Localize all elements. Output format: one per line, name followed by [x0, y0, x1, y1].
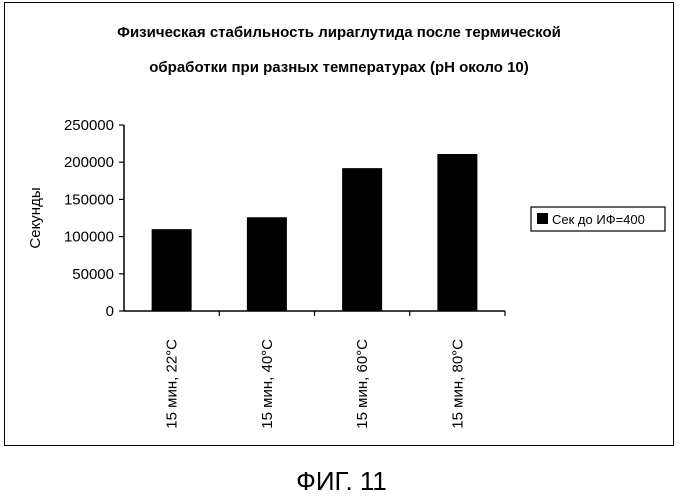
legend-label: Сек до ИФ=400 — [552, 212, 645, 227]
figure-caption: ФИГ. 11 — [0, 466, 683, 497]
y-tick-label: 150000 — [64, 191, 114, 208]
bar — [152, 229, 192, 311]
x-tick-label: 15 мин, 22°C — [164, 339, 181, 429]
bar — [437, 154, 477, 311]
x-tick-label: 15 мин, 80°C — [449, 339, 466, 429]
y-tick-label: 200000 — [64, 154, 114, 171]
y-tick-label: 50000 — [72, 266, 114, 283]
bar — [342, 168, 382, 311]
y-axis-title: Секунды — [27, 187, 44, 248]
legend-swatch — [537, 213, 548, 224]
y-tick-label: 0 — [106, 303, 114, 320]
y-tick-label: 250000 — [64, 117, 114, 134]
bar — [247, 217, 287, 311]
x-tick-label: 15 мин, 60°C — [354, 339, 371, 429]
x-tick-label: 15 мин, 40°C — [259, 339, 276, 429]
y-tick-label: 100000 — [64, 229, 114, 246]
